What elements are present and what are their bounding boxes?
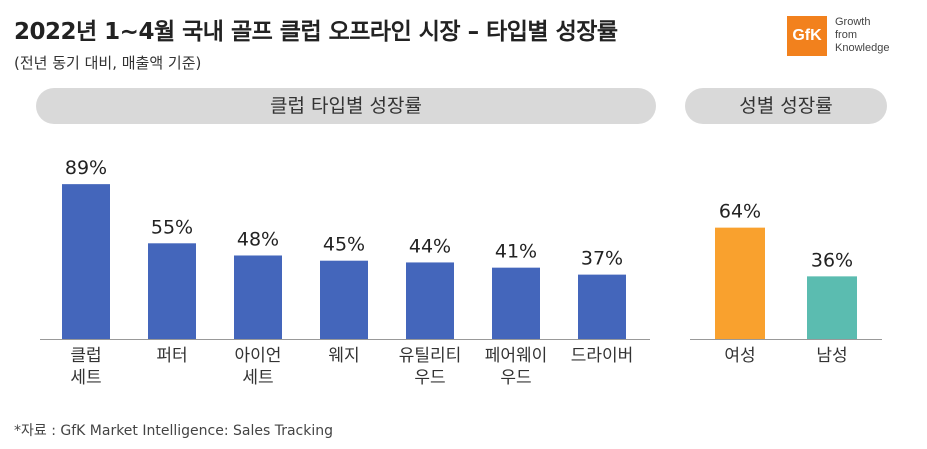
data-label: 45% — [323, 234, 365, 256]
data-label: 41% — [495, 241, 537, 263]
data-label: 37% — [581, 248, 623, 270]
category-label-line: 퍼터 — [156, 346, 187, 366]
category-label-line: 우드 — [500, 368, 531, 388]
category-label-line: 유틸리티 — [399, 346, 462, 366]
category-label: 유틸리티 우드 — [399, 346, 462, 388]
category-label-line: 클럽 — [70, 346, 101, 366]
bar — [807, 276, 857, 339]
data-label: 89% — [65, 157, 107, 179]
gfk-logo-mark: GfK — [787, 16, 827, 56]
bar — [320, 260, 368, 339]
category-label-line: 웨지 — [328, 346, 359, 366]
bar — [578, 274, 626, 339]
logo-tagline-line: Knowledge — [835, 42, 890, 54]
category-label: 퍼터 — [156, 346, 187, 366]
category-label: 여성 — [724, 346, 755, 366]
gender-panel-header: 성별 성장률 — [685, 88, 887, 124]
bar — [62, 184, 110, 339]
category-label-line: 드라이버 — [571, 346, 634, 366]
category-label-line: 우드 — [414, 368, 445, 388]
data-label: 48% — [237, 228, 279, 250]
bar — [234, 255, 282, 339]
logo-tagline-line: from — [835, 29, 857, 41]
category-label-line: 페어웨이 — [485, 346, 548, 366]
club-type-panel-header: 클럽 타입별 성장률 — [36, 88, 656, 124]
chart-subtitle: (전년 동기 대비, 매출액 기준) — [14, 54, 202, 72]
chart-title: 2022년 1~4월 국내 골프 클럽 오프라인 시장 – 타입별 성장률 — [14, 19, 618, 45]
category-label: 페어웨이 우드 — [485, 346, 548, 388]
logo-tagline-line: Growth — [835, 16, 871, 28]
category-label: 남성 — [816, 346, 847, 366]
gfk-logo: GfK Growth from Knowledge — [787, 12, 917, 62]
category-label: 웨지 — [328, 346, 359, 366]
source-footnote: *자료 : GfK Market Intelligence: Sales Tra… — [14, 423, 333, 439]
category-label-line: 세트 — [242, 368, 273, 388]
category-label-line: 아이언 — [235, 346, 282, 366]
data-label: 44% — [409, 235, 451, 257]
category-label-line: 여성 — [724, 346, 755, 366]
category-label: 클럽 세트 — [70, 346, 101, 388]
category-label: 아이언 세트 — [235, 346, 282, 388]
bar — [406, 262, 454, 339]
category-label: 드라이버 — [571, 346, 634, 366]
bar — [492, 267, 540, 339]
bar — [715, 227, 765, 339]
bar — [148, 243, 196, 339]
data-label: 55% — [151, 216, 193, 238]
data-label: 64% — [719, 201, 761, 223]
category-label-line: 남성 — [816, 346, 847, 366]
category-label-line: 세트 — [70, 368, 101, 388]
gfk-logo-tagline: Growth from Knowledge — [835, 16, 889, 55]
data-label: 36% — [811, 249, 853, 271]
